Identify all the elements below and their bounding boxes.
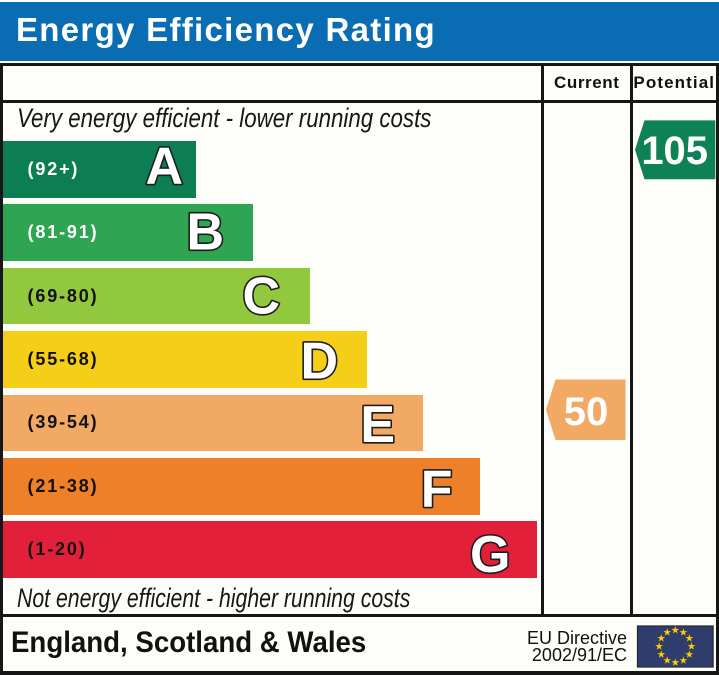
svg-text:105: 105 [641,129,708,173]
svg-text:G: G [470,526,510,584]
svg-text:F: F [421,461,453,519]
svg-text:C: C [242,267,280,325]
svg-text:50: 50 [564,390,609,434]
svg-text:E: E [360,396,395,454]
svg-text:B: B [186,204,224,262]
svg-text:A: A [145,137,183,195]
svg-text:D: D [300,333,338,391]
